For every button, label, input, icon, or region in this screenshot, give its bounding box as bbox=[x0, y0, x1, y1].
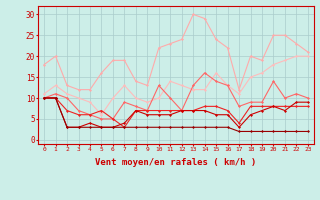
X-axis label: Vent moyen/en rafales ( km/h ): Vent moyen/en rafales ( km/h ) bbox=[95, 158, 257, 167]
